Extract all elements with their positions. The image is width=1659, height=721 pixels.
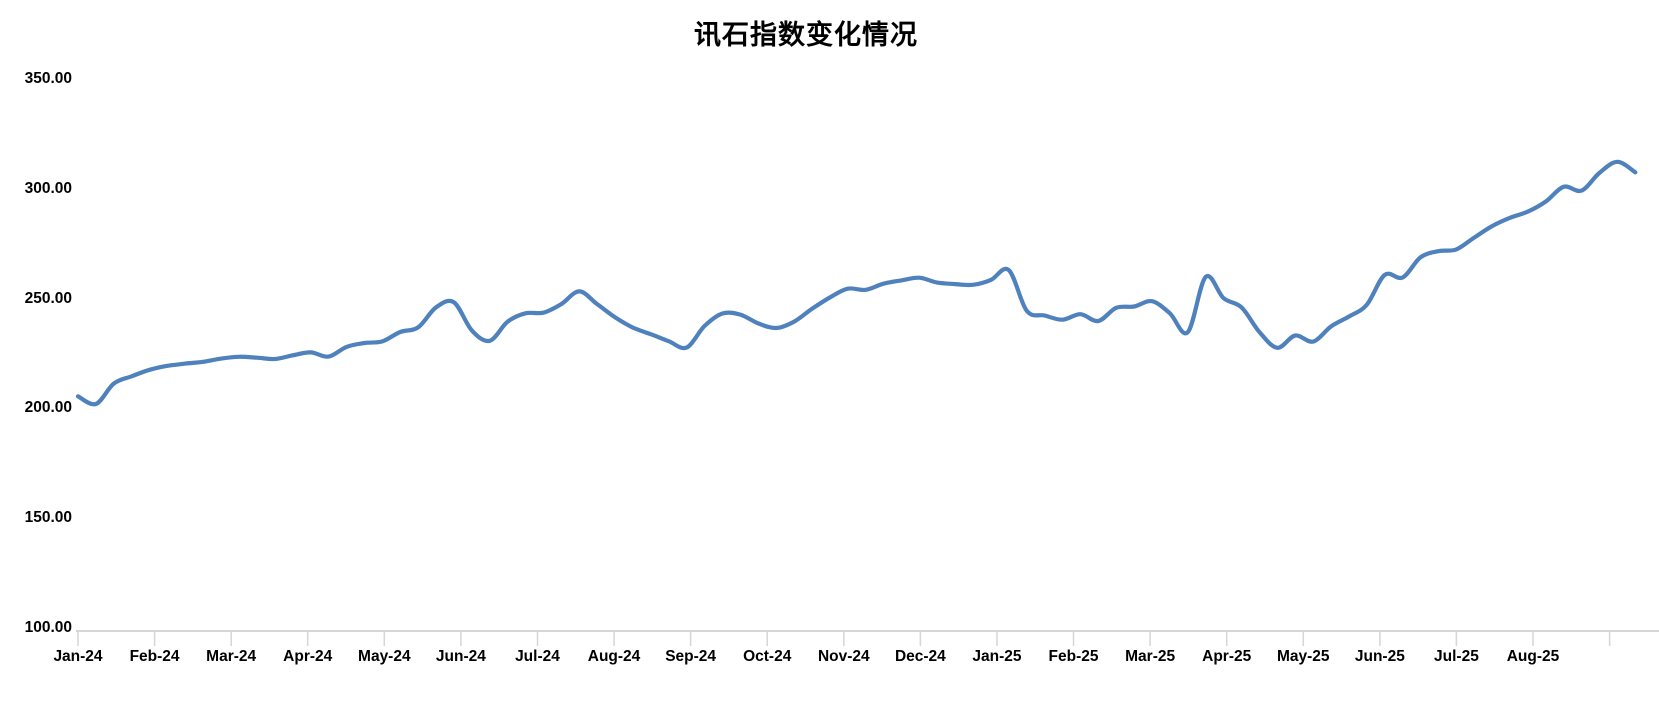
y-axis-label: 350.00 <box>24 70 72 87</box>
x-axis-label: Mar-25 <box>1125 648 1176 665</box>
y-axis-label: 150.00 <box>24 509 72 527</box>
x-axis-label: May-25 <box>1276 648 1330 665</box>
index-line <box>75 159 1638 407</box>
y-axis-label: 300.00 <box>24 179 72 197</box>
x-axis-label: Nov-24 <box>817 648 870 665</box>
x-axis-label: Apr-25 <box>1202 648 1252 665</box>
chart-title: 讯石指数变化情况 <box>694 20 918 51</box>
x-axis-label: Mar-24 <box>206 648 257 665</box>
x-axis-label: Apr-24 <box>283 648 333 665</box>
x-axis-label: Sep-24 <box>665 648 717 665</box>
x-axis-label: Oct-24 <box>743 648 792 665</box>
x-axis-label: Feb-25 <box>1048 648 1099 665</box>
x-axis-label: Dec-24 <box>894 648 946 665</box>
x-axis-label: Aug-24 <box>587 648 641 665</box>
y-axis-label: 250.00 <box>24 289 72 307</box>
x-axis-label: Aug-25 <box>1506 648 1560 665</box>
y-axis-label: 100.00 <box>24 619 72 636</box>
x-axis-label: May-24 <box>358 648 411 665</box>
y-axis-label: 200.00 <box>24 399 72 417</box>
x-axis-label: Jun-25 <box>1354 648 1405 665</box>
x-axis-ticks <box>77 631 1611 646</box>
x-axis-label: Jul-25 <box>1434 648 1479 665</box>
x-axis-label: Jul-24 <box>515 648 560 665</box>
x-axis-label: Jan-25 <box>972 648 1022 665</box>
x-axis-label: Feb-24 <box>129 648 180 665</box>
x-axis-label: Jan-24 <box>53 648 103 665</box>
x-axis-label: Jun-24 <box>435 648 486 665</box>
